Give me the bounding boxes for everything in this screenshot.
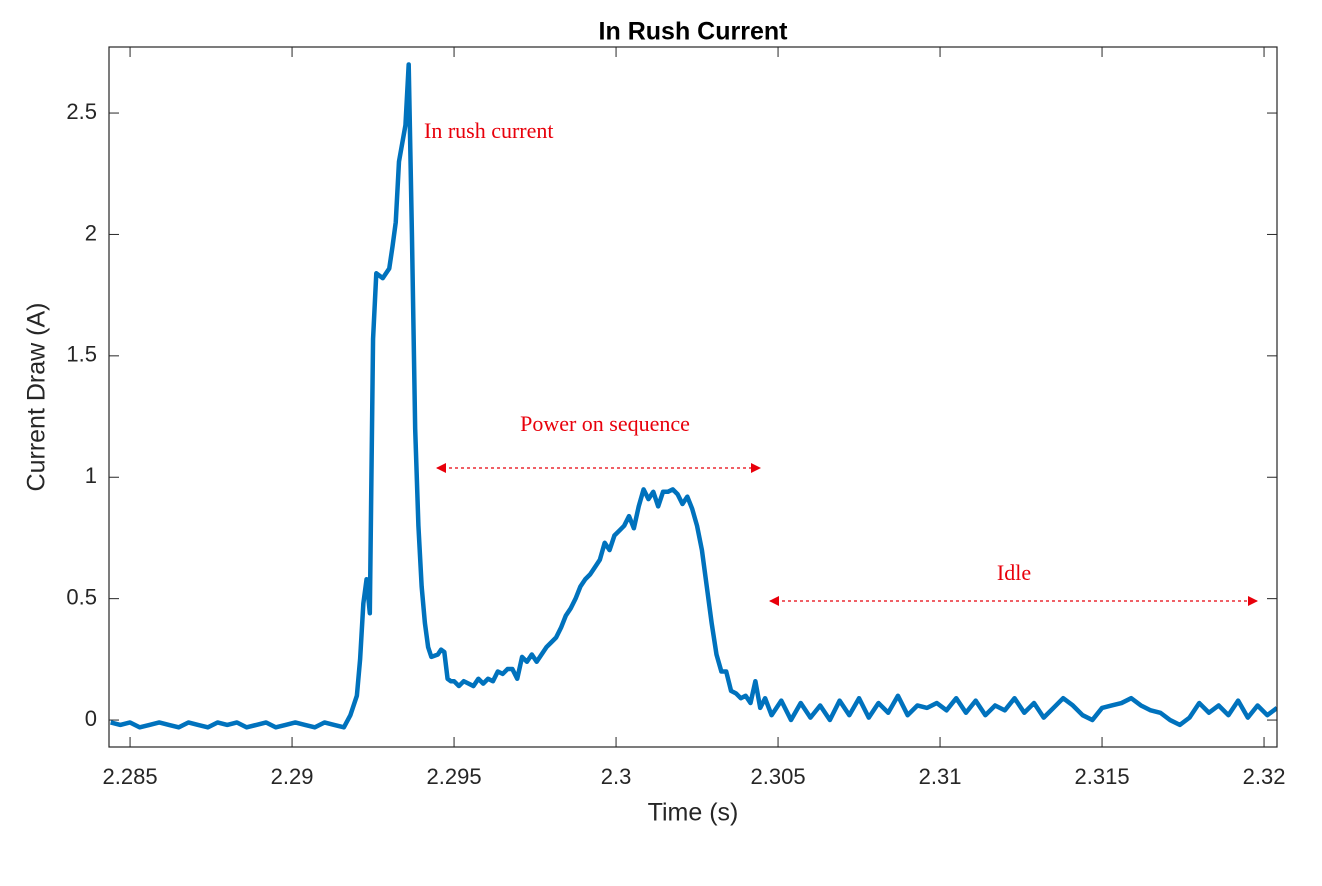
y-tick-label: 1 bbox=[85, 463, 97, 488]
x-tick-label: 2.305 bbox=[751, 764, 806, 789]
data-line bbox=[110, 62, 1277, 730]
annotation: In rush current bbox=[424, 118, 554, 143]
y-tick-label: 2 bbox=[85, 220, 97, 245]
x-tick-label: 2.285 bbox=[103, 764, 158, 789]
x-tick-label: 2.3 bbox=[601, 764, 632, 789]
annotation: Power on sequence bbox=[520, 411, 690, 436]
x-tick-label: 2.315 bbox=[1075, 764, 1130, 789]
x-tick-label: 2.32 bbox=[1243, 764, 1286, 789]
axes-frame bbox=[108, 46, 1278, 748]
y-axis-label: Current Draw (A) bbox=[23, 303, 51, 492]
x-tick-label: 2.29 bbox=[271, 764, 314, 789]
y-tick-label: 0 bbox=[85, 706, 97, 731]
annotation: Idle bbox=[997, 560, 1031, 585]
y-tick-label: 0.5 bbox=[66, 584, 97, 609]
plot-area: 2.285 2.29 2.295 2.3 2.305 2.31 2.315 2.32 0 0.5 1… bbox=[66, 46, 1286, 789]
x-tick-label: 2.295 bbox=[427, 764, 482, 789]
x-axis-label: Time (s) bbox=[648, 799, 739, 827]
y-tick-label: 2.5 bbox=[66, 99, 97, 124]
x-tick-label: 2.31 bbox=[919, 764, 962, 789]
chart-title: In Rush Current bbox=[599, 18, 789, 46]
y-tick-label: 1.5 bbox=[66, 342, 97, 367]
axes-box bbox=[109, 47, 1277, 747]
